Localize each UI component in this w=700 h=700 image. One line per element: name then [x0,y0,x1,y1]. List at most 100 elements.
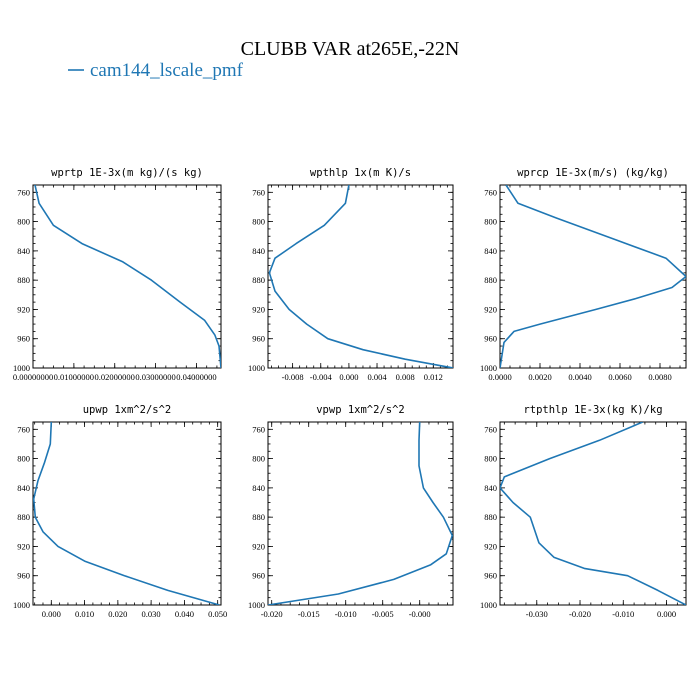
y-tick-label: 960 [17,571,30,581]
x-tick-label: 0.000 [42,609,61,619]
x-tick-label: 0.0060 [608,372,631,382]
panel-title: wprcp 1E-3x(m/s) (kg/kg) [517,167,669,179]
y-tick-label: 920 [17,304,30,314]
panel-2: wpthlp 1x(m K)/s 760 800 840 880 920 960 1000 -0… [248,167,454,382]
series-line [268,422,453,605]
panel-4: upwp 1xm^2/s^2 760 800 840 880 920 960 1000 0.00… [13,404,227,619]
plot-frame [499,421,687,606]
y-tick-label: 800 [17,217,30,227]
y-tick-label: 840 [484,483,497,493]
y-tick-label: 920 [484,304,497,314]
x-tick-label: 0.0000 [488,372,511,382]
y-tick-label: 960 [252,334,265,344]
panel-6: rtpthlp 1E-3x(kg K)/kg 760 800 840 880 920 960… [480,404,687,619]
plot-frame [32,421,222,606]
y-tick-label: 960 [484,571,497,581]
y-tick-label: 1000 [480,363,497,373]
figure-title: CLUBB VAR at265E,-22N [241,38,460,60]
y-tick-label: 760 [17,187,30,197]
y-tick-label: 1000 [13,363,30,373]
x-tick-label: 0.0020 [528,372,551,382]
y-tick-label: 920 [252,541,265,551]
x-tick-label: -0.010 [612,609,634,619]
x-tick-label: -0.020 [569,609,591,619]
panel-title: vpwp 1xm^2/s^2 [316,404,405,416]
y-tick-label: 800 [484,454,497,464]
x-tick-label: -0.005 [372,609,394,619]
y-tick-label: 800 [252,217,265,227]
y-tick-label: 920 [17,541,30,551]
y-tick-label: 760 [252,187,265,197]
legend: cam144_lscale_pmf [68,60,244,81]
x-tick-label: 0.03000000 [135,372,175,382]
series-line [500,422,686,605]
y-tick-label: 1000 [480,600,497,610]
y-tick-label: 1000 [248,600,265,610]
x-tick-label: 0.004 [367,372,387,382]
x-tick-label: -0.015 [298,609,320,619]
y-tick-label: 960 [252,571,265,581]
series-line [33,422,220,605]
x-tick-label: -0.010 [335,609,357,619]
x-tick-label: -0.030 [526,609,548,619]
x-tick-label: 0.020 [108,609,127,619]
x-tick-label: 0.012 [424,372,443,382]
y-tick-label: 1000 [248,363,265,373]
y-tick-label: 760 [252,424,265,434]
y-tick-label: 840 [17,483,30,493]
panel-title: wpthlp 1x(m K)/s [310,167,411,179]
series-line [34,185,221,368]
y-tick-label: 840 [17,246,30,256]
series-line [268,185,453,368]
y-tick-label: 960 [484,334,497,344]
x-tick-label: 0.0040 [568,372,591,382]
panel-3: wprcp 1E-3x(m/s) (kg/kg) 760 800 840 880 920 9… [480,167,687,382]
x-tick-label: 0.040 [175,609,194,619]
y-tick-label: 760 [484,187,497,197]
y-tick-label: 880 [252,275,265,285]
y-tick-label: 1000 [13,600,30,610]
x-tick-label: 0.04000000 [176,372,216,382]
x-tick-label: -0.008 [282,372,304,382]
panel-5: vpwp 1xm^2/s^27608008408809209601000-0.0… [248,404,454,619]
y-tick-label: 880 [484,275,497,285]
x-tick-label: 0.000 [339,372,358,382]
x-tick-label: 0.00000000 [13,372,53,382]
y-tick-label: 760 [17,424,30,434]
y-tick-label: 920 [252,304,265,314]
y-tick-label: 880 [17,512,30,522]
x-tick-label: 0.010 [75,609,94,619]
series-line [500,185,686,368]
x-tick-label: 0.02000000 [95,372,135,382]
y-tick-label: 880 [17,275,30,285]
x-tick-label: -0.020 [261,609,283,619]
y-tick-label: 920 [484,541,497,551]
plot-frame [499,184,687,369]
panel-title: upwp 1xm^2/s^2 [83,404,172,416]
plot-frame [267,421,454,606]
x-tick-label: 0.030 [142,609,161,619]
x-tick-label: 0.008 [396,372,415,382]
y-tick-label: 840 [252,483,265,493]
x-tick-label: -0.000 [409,609,431,619]
y-tick-label: 880 [252,512,265,522]
panel-grid: wprtp 1E-3x(m kg)/(s kg) 760 800 840 880 920 9… [13,167,687,619]
y-tick-label: 800 [252,454,265,464]
x-tick-label: -0.004 [310,372,333,382]
plot-frame [267,184,454,369]
y-tick-label: 760 [484,424,497,434]
panel-title: wprtp 1E-3x(m kg)/(s kg) [51,167,203,179]
y-tick-label: 840 [252,246,265,256]
x-tick-label: 0.000 [657,609,676,619]
legend-label: cam144_lscale_pmf [90,60,244,81]
y-tick-label: 800 [17,454,30,464]
panel-title: rtpthlp 1E-3x(kg K)/kg [523,404,662,416]
panel-1: wprtp 1E-3x(m kg)/(s kg) 760 800 840 880 920 9… [13,167,222,382]
x-tick-label: 0.050 [208,609,227,619]
y-tick-label: 840 [484,246,497,256]
plot-frame [32,184,222,369]
y-tick-label: 800 [484,217,497,227]
y-tick-label: 880 [484,512,497,522]
x-tick-label: 0.01000000 [54,372,94,382]
